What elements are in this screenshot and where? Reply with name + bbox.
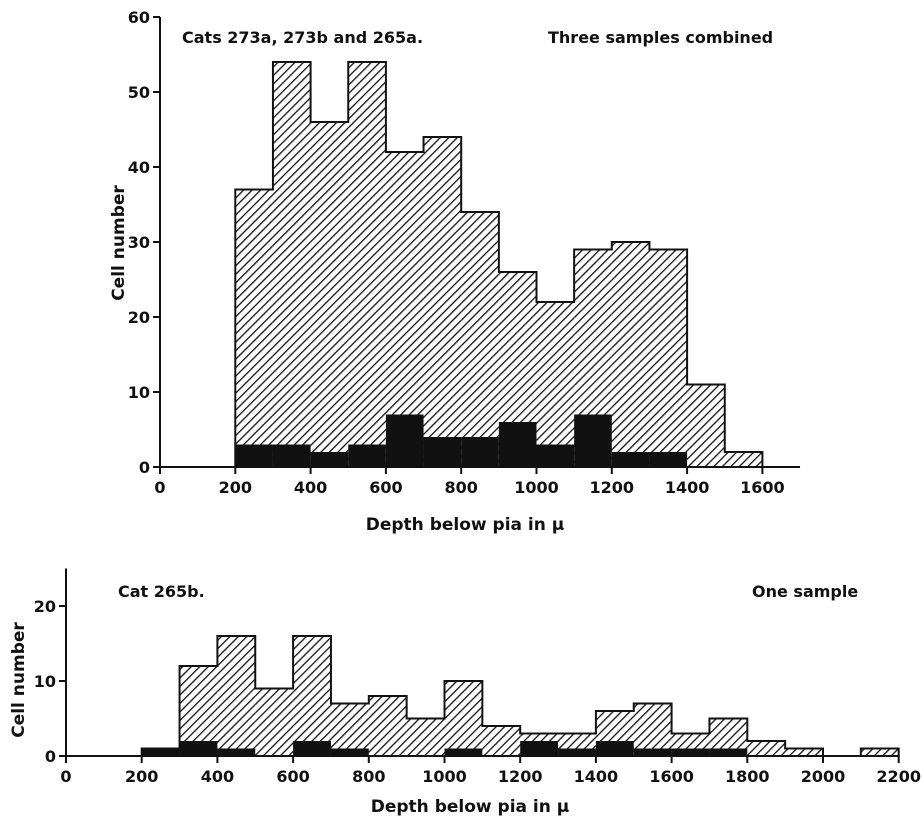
x-tick-label: 0	[154, 478, 165, 497]
black-bar-200	[141, 748, 180, 756]
hatched-bar-1500	[633, 703, 672, 756]
hatched-bar-700	[423, 137, 462, 467]
y-tick-label: 0	[45, 747, 56, 766]
y-tick-label: 20	[34, 597, 56, 616]
chart-top-title-left: Cats 273a, 273b and 265a.	[182, 28, 423, 47]
hatched-bar-1000	[444, 681, 483, 756]
hatched-bar-900	[406, 718, 445, 756]
x-tick-label: 1600	[649, 767, 694, 786]
y-tick-label: 0	[139, 458, 150, 477]
chart-bottom-title-right: One sample	[752, 582, 858, 601]
x-tick-label: 1200	[498, 767, 543, 786]
y-tick-label: 40	[128, 158, 150, 177]
hatched-bar-1900	[785, 748, 823, 756]
hatched-bar-400	[310, 122, 349, 467]
chart-top-y-axis-label: Cell number	[109, 185, 129, 301]
chart-top: Cats 273a, 273b and 265a. Three samples …	[109, 8, 801, 535]
x-tick-label: 1200	[590, 478, 635, 497]
chart-bottom-y-axis-label: Cell number	[9, 622, 29, 738]
x-tick-label: 800	[444, 478, 477, 497]
hatched-bar-800	[368, 696, 407, 756]
y-tick-label: 60	[128, 8, 150, 27]
black-bar-400	[217, 748, 256, 756]
hatched-series-outline	[140, 635, 900, 757]
hatched-bar-300	[272, 62, 311, 467]
hatched-bar-400	[217, 636, 256, 756]
black-bar-1300	[649, 452, 688, 467]
black-bar-1300	[558, 748, 596, 756]
black-bar-1000	[536, 444, 575, 467]
x-tick-label: 600	[276, 767, 309, 786]
chart-top-title-right: Three samples combined	[548, 28, 773, 47]
hatched-bar-1100	[482, 726, 521, 756]
black-bar-1200	[520, 741, 559, 756]
black-bar-1200	[611, 452, 650, 467]
black-bar-600	[385, 414, 424, 467]
black-bar-200	[235, 444, 273, 467]
hatched-bar-1200	[611, 242, 650, 467]
black-bar-1500	[633, 748, 672, 756]
hatched-bar-1000	[536, 302, 575, 467]
chart-bottom-title-left: Cat 265b.	[118, 582, 205, 601]
black-bar-700	[330, 748, 369, 756]
y-tick-label: 30	[128, 233, 150, 252]
x-tick-label: 1600	[740, 478, 785, 497]
black-bar-1000	[444, 748, 483, 756]
x-tick-label: 400	[294, 478, 327, 497]
hatched-bar-1300	[649, 249, 688, 467]
x-tick-label: 1000	[422, 767, 467, 786]
y-tick-label: 20	[128, 308, 150, 327]
y-tick-label: 10	[128, 383, 150, 402]
hatched-bar-500	[255, 688, 294, 756]
x-tick-label: 1000	[514, 478, 559, 497]
y-tick-label: 10	[34, 672, 56, 691]
x-tick-label: 1400	[665, 478, 710, 497]
black-bar-500	[348, 444, 386, 467]
hatched-bar-1500	[724, 452, 763, 467]
hatched-bar-1800	[747, 741, 786, 756]
chart-bottom-x-axis-label: Depth below pia in μ	[371, 797, 570, 817]
chart-bottom: Cat 265b. One sample Cell number Depth b…	[9, 568, 921, 817]
x-tick-label: 800	[352, 767, 385, 786]
hatched-bar-1400	[687, 384, 725, 467]
hatched-bar-200	[235, 189, 273, 467]
black-bar-800	[461, 437, 499, 467]
chart-top-x-axis-label: Depth below pia in μ	[366, 515, 565, 535]
black-bar-700	[423, 437, 462, 467]
x-tick-label: 600	[369, 478, 402, 497]
black-bar-900	[498, 422, 537, 467]
black-bar-300	[272, 444, 311, 467]
hatched-bar-800	[461, 212, 499, 467]
black-bar-1600	[671, 748, 710, 756]
x-tick-label: 2000	[801, 767, 846, 786]
x-tick-label: 2200	[876, 767, 921, 786]
hatched-bar-600	[293, 636, 331, 756]
x-tick-label: 0	[60, 767, 71, 786]
black-bar-1100	[574, 414, 612, 467]
x-tick-label: 400	[201, 767, 234, 786]
hatched-bar-500	[348, 62, 386, 467]
black-bar-400	[310, 452, 349, 467]
black-bar-300	[179, 741, 218, 756]
y-tick-label: 50	[128, 83, 150, 102]
black-bar-1700	[709, 748, 748, 756]
hatched-bar-700	[330, 703, 369, 756]
black-bar-1400	[595, 741, 634, 756]
x-tick-label: 200	[219, 478, 252, 497]
x-tick-label: 1800	[725, 767, 770, 786]
hatched-bar-2100	[860, 748, 899, 756]
black-bar-600	[293, 741, 331, 756]
hatched-series-outline	[234, 61, 764, 467]
x-tick-label: 1400	[574, 767, 619, 786]
x-tick-label: 200	[125, 767, 158, 786]
